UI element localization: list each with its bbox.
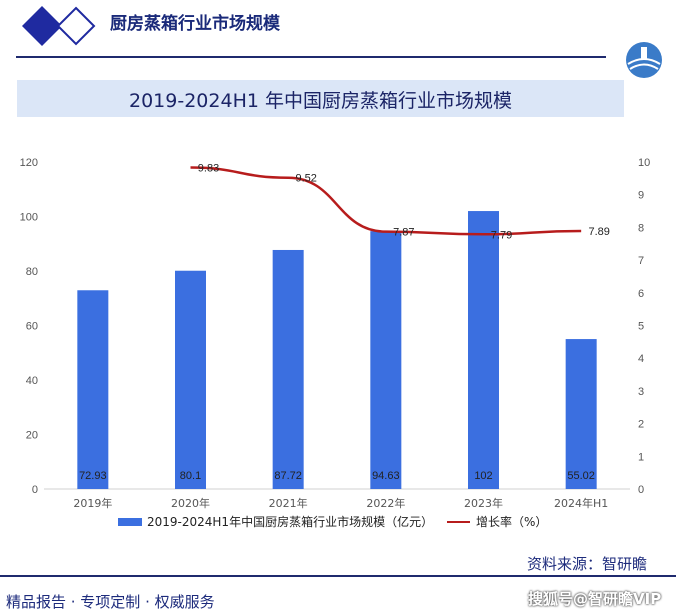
y-left-tick-label: 60 [26, 321, 38, 333]
growth-rate-label: 7.89 [588, 226, 609, 238]
bar [468, 211, 499, 490]
y-left-tick-label: 0 [32, 484, 38, 496]
chart: 0 20 40 60 80 100 120 0 1 2 3 4 5 6 7 8 9 10 72.93 80.1 87.7… [20, 157, 651, 510]
y-right-tick-label: 9 [638, 190, 644, 202]
x-tick-label: 2023年 [464, 496, 503, 510]
y-left-tick-label: 20 [26, 430, 38, 442]
header-title: 厨房蒸箱行业市场规模 [110, 14, 280, 34]
bar [175, 270, 206, 489]
y-left-tick-label: 40 [26, 375, 38, 387]
bar-value-label: 80.1 [180, 470, 201, 482]
y-right-tick-label: 0 [638, 484, 644, 496]
y-left-tick-label: 80 [26, 266, 38, 278]
y-right-tick-label: 4 [638, 353, 644, 365]
y-right-tick-label: 8 [638, 222, 644, 234]
y-right-tick-label: 10 [638, 157, 650, 169]
y-right-tick-label: 1 [638, 451, 644, 463]
y-right-tick-label: 6 [638, 288, 644, 300]
growth-rate-line [190, 166, 582, 236]
y-left-tick-label: 100 [20, 212, 38, 224]
legend-bar-label: 2019-2024H1年中国厨房蒸箱行业市场规模（亿元） [147, 514, 433, 529]
legend-bar-swatch [118, 518, 142, 526]
growth-rate-label: 9.52 [295, 173, 316, 185]
bar [77, 290, 109, 489]
source-note: 资料来源：智研瞻 [527, 555, 648, 573]
bar [272, 249, 304, 489]
y-right-tick-label: 3 [638, 386, 644, 398]
chart-legend: 2019-2024H1年中国厨房蒸箱行业市场规模（亿元） 增长率（%） [118, 514, 547, 529]
bar-value-label: 102 [474, 470, 492, 482]
footer-tagline: 精品报告 · 专项定制 · 权威服务 [6, 593, 215, 611]
globe-icon [626, 42, 662, 78]
growth-rate-label: 7.87 [393, 227, 414, 239]
bar [565, 339, 597, 489]
bar-value-label: 87.72 [274, 470, 302, 482]
chart-title-box: 2019-2024H1 年中国厨房蒸箱行业市场规模 [17, 80, 624, 117]
x-tick-label: 2020年 [171, 496, 210, 510]
growth-rate-label: 7.79 [491, 229, 512, 241]
growth-rate-label: 9.83 [198, 163, 219, 175]
y-right-tick-label: 5 [638, 321, 644, 333]
chart-title: 2019-2024H1 年中国厨房蒸箱行业市场规模 [129, 90, 512, 112]
header-divider [16, 56, 606, 58]
x-tick-label: 2021年 [269, 496, 308, 510]
x-tick-label: 2022年 [366, 496, 405, 510]
y-right-tick-label: 2 [638, 419, 644, 431]
bar-value-label: 72.93 [79, 470, 107, 482]
footer-divider [0, 575, 676, 577]
y-left-tick-label: 120 [20, 157, 38, 169]
footer-watermark: 搜狐号@智研瞻VIP [528, 590, 662, 608]
brand-logo [22, 6, 96, 46]
x-tick-label: 2019年 [73, 496, 112, 510]
x-tick-label: 2024年H1 [554, 496, 608, 510]
legend-line-label: 增长率（%） [476, 514, 547, 529]
bar-value-label: 94.63 [372, 470, 400, 482]
y-right-tick-label: 7 [638, 255, 644, 267]
bar [370, 231, 402, 489]
bar-value-label: 55.02 [567, 470, 595, 482]
